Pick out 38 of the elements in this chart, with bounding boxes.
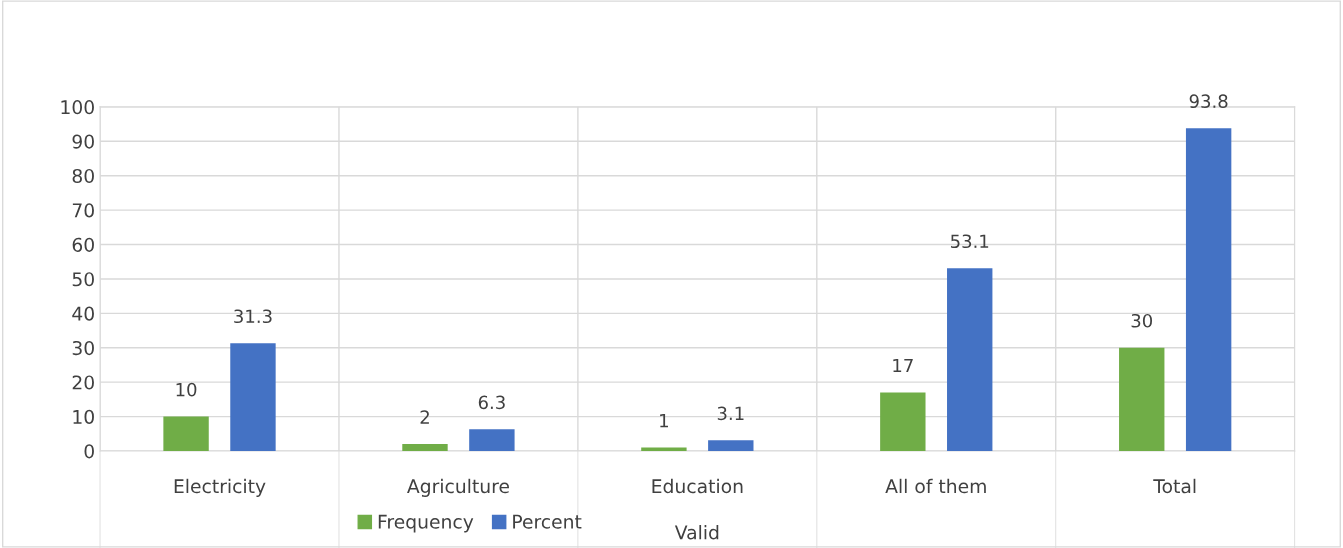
data-label: 93.8 — [1189, 94, 1228, 109]
data-label: 31.3 — [234, 309, 272, 324]
legend-label: Frequency — [378, 514, 474, 533]
data-label: 2 — [420, 410, 429, 424]
data-label: 10 — [176, 382, 197, 397]
legend-label: Percent — [513, 514, 582, 529]
y-tick-label: 100 — [61, 100, 94, 115]
bar — [230, 343, 276, 451]
y-tick-label: 10 — [73, 409, 94, 424]
bar — [947, 268, 993, 451]
x-tick-label: All of them — [885, 478, 986, 494]
y-tick-label: 40 — [72, 306, 94, 321]
data-label: 1 — [660, 413, 668, 428]
bar — [880, 392, 926, 451]
data-label: 53.1 — [951, 234, 989, 249]
x-tick-label: Total — [1153, 478, 1196, 494]
bar — [708, 440, 754, 451]
x-tick-label: Education — [652, 478, 743, 494]
data-label: 3.1 — [717, 406, 744, 421]
data-label: 17 — [893, 358, 913, 373]
y-tick-label: 70 — [72, 203, 94, 218]
bar — [163, 416, 209, 451]
y-tick-label: 60 — [72, 237, 94, 252]
y-tick-label: 90 — [72, 134, 94, 149]
x-tick-label: Agriculture — [407, 478, 509, 497]
bar — [469, 429, 515, 451]
y-tick-label: 80 — [72, 168, 94, 184]
y-tick-label: 20 — [72, 375, 94, 390]
y-tick-label: 0 — [84, 444, 94, 459]
data-label: 30 — [1131, 313, 1153, 328]
data-label: 6.3 — [478, 395, 505, 410]
x-tick-label: Electricity — [174, 478, 266, 497]
x-axis-title: Valid — [674, 524, 719, 540]
bar — [1119, 347, 1165, 451]
bar — [402, 444, 448, 451]
y-tick-label: 50 — [72, 272, 94, 287]
bar — [1185, 128, 1232, 451]
y-tick-label: 30 — [72, 340, 94, 356]
